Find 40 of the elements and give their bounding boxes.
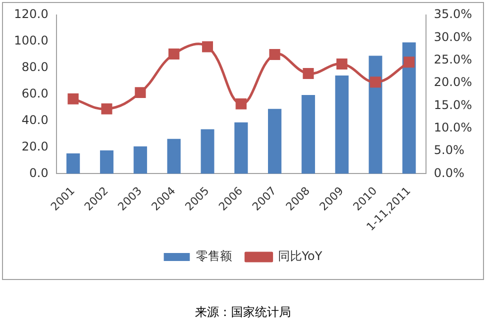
y2-tick-label: 30.0% (434, 30, 472, 44)
legend-label: 同比YoY (278, 249, 323, 264)
y2-tick-label: 15.0% (434, 98, 472, 112)
y2-tick-label: 35.0% (434, 7, 472, 22)
legend-label: 零售额 (196, 249, 232, 264)
bar (167, 138, 181, 174)
point (202, 41, 214, 52)
point (302, 68, 314, 79)
point (68, 93, 79, 104)
y2-tick-label: 25.0% (434, 52, 472, 66)
bar (368, 56, 382, 174)
bar (66, 153, 80, 174)
bar (200, 129, 214, 174)
point (101, 103, 112, 114)
point (404, 56, 415, 68)
point (370, 76, 381, 88)
y-tick-label: 80.0 (22, 60, 48, 74)
point (168, 48, 180, 60)
y-tick-label: 0.0 (29, 166, 48, 180)
bar (134, 146, 148, 174)
point (134, 87, 146, 98)
y2-tick-label: 10.0% (434, 120, 472, 135)
y-tick-label: 60.0 (22, 86, 48, 100)
bar (268, 108, 282, 174)
point (236, 98, 247, 110)
bar (234, 122, 248, 174)
y2-tick-label: 20.0% (434, 75, 472, 90)
bar (302, 95, 316, 174)
y2-tick-label: 5.0% (434, 143, 464, 158)
y-tick-label: 40.0 (22, 112, 48, 127)
bar (100, 150, 114, 174)
y2-tick-label: 0.0% (434, 166, 464, 180)
source-note: 来源：国家统计局 (194, 304, 292, 321)
y-tick-label: 120.0 (14, 7, 48, 22)
y-tick-label: 100.0 (14, 34, 48, 48)
point (336, 58, 348, 70)
bar (335, 75, 349, 174)
bar (402, 42, 416, 174)
point (269, 48, 280, 60)
y-tick-label: 20.0 (22, 139, 48, 154)
